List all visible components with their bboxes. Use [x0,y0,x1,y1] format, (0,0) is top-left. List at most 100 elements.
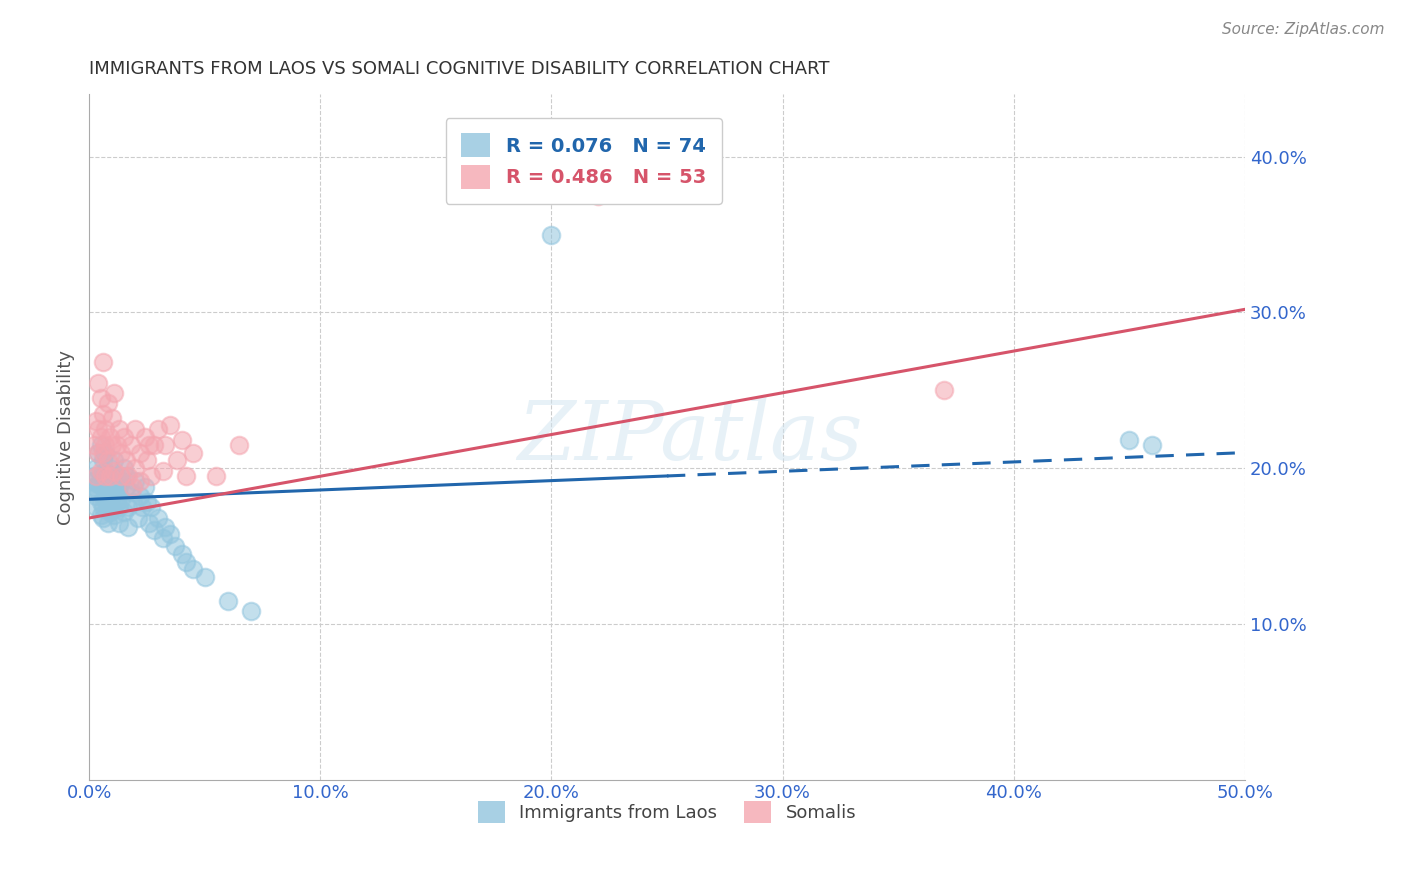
Point [91,407,114,421]
Point [87,376,110,390]
Point [120,484,142,499]
Point [181,445,204,459]
Text: IMMIGRANTS FROM LAOS VS SOMALI COGNITIVE DISABILITY CORRELATION CHART: IMMIGRANTS FROM LAOS VS SOMALI COGNITIVE… [89,60,830,78]
Point [181,562,204,576]
Point [129,489,152,503]
Point [586,188,609,202]
Point [94,438,117,452]
Point [90,495,112,509]
Point [1118,433,1140,447]
Point [90,391,112,405]
Point [108,480,131,494]
Point [155,438,177,452]
Point [159,417,181,432]
Point [141,469,163,483]
Point [98,505,121,519]
Point [108,422,131,436]
Point [239,604,262,618]
Point [205,469,228,483]
Point [115,469,138,483]
Point [94,492,117,507]
Text: Source: ZipAtlas.com: Source: ZipAtlas.com [1222,22,1385,37]
Point [91,511,114,525]
Point [90,430,112,444]
Point [117,500,139,514]
Point [174,469,197,483]
Point [97,469,120,483]
Y-axis label: Cognitive Disability: Cognitive Disability [58,350,75,524]
Point [166,453,188,467]
Point [101,489,124,503]
Point [112,461,135,475]
Point [101,500,124,514]
Point [84,461,107,475]
Point [91,355,114,369]
Point [98,469,121,483]
Point [194,570,217,584]
Point [124,461,146,475]
Point [83,480,105,494]
Point [105,495,128,509]
Text: ZIPatlas: ZIPatlas [517,397,863,477]
Point [94,464,117,478]
Point [131,500,153,514]
Point [127,511,149,525]
Point [87,445,110,459]
Point [228,438,250,452]
Point [124,422,146,436]
Point [117,469,139,483]
Point [110,469,132,483]
Point [110,492,132,507]
Point [117,520,139,534]
Point [103,464,125,478]
Point [159,526,181,541]
Point [103,508,125,522]
Point [94,422,117,436]
Point [91,500,114,514]
Point [110,474,132,488]
Point [91,445,114,459]
Point [101,438,124,452]
Point [103,474,125,488]
Point [98,495,121,509]
Point [103,386,125,401]
Point [87,445,110,459]
Point [83,469,105,483]
Point [540,227,562,242]
Point [94,474,117,488]
Point [91,480,114,494]
Point [174,555,197,569]
Point [90,464,112,478]
Point [94,445,117,459]
Point [142,524,165,538]
Point [101,411,124,425]
Point [97,516,120,530]
Point [115,453,138,467]
Point [101,469,124,483]
Point [152,464,174,478]
Point [112,505,135,519]
Point [87,476,110,491]
Point [135,495,157,509]
Point [148,511,170,525]
Point [155,520,177,534]
Point [105,484,128,499]
Point [170,433,193,447]
Point [84,489,107,503]
Point [163,539,186,553]
Point [152,531,174,545]
Point [97,396,120,410]
Point [122,495,145,509]
Point [129,474,152,488]
Point [84,500,107,514]
Point [115,480,138,494]
Point [80,474,103,488]
Point [98,430,121,444]
Point [129,445,152,459]
Point [97,484,120,499]
Legend: Immigrants from Laos, Somalis: Immigrants from Laos, Somalis [468,792,866,832]
Point [120,438,142,452]
Point [934,384,956,398]
Point [138,516,160,530]
Point [90,469,112,483]
